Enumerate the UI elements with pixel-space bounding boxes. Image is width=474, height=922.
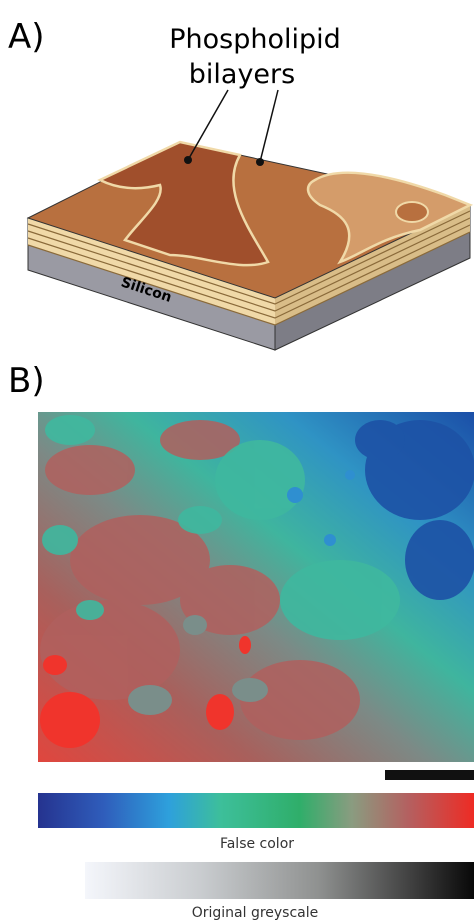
colorbar-caption: Original greyscale <box>192 905 319 921</box>
callout-line: bilayers <box>189 59 295 90</box>
callout-line: Phospholipid <box>169 24 341 55</box>
panel-label: A) <box>8 17 45 57</box>
page: A) Phospholipid bilayers Silicon B) <box>0 0 474 922</box>
layered-block <box>28 90 470 350</box>
figure: A) Phospholipid bilayers Silicon B) <box>0 0 474 922</box>
panel-label: B) <box>8 361 45 401</box>
colorbar-caption: False color <box>220 836 294 852</box>
false-color-image <box>38 412 474 762</box>
false-color-bar <box>38 793 474 828</box>
scale-bar <box>385 770 474 780</box>
greyscale-bar <box>85 862 474 899</box>
